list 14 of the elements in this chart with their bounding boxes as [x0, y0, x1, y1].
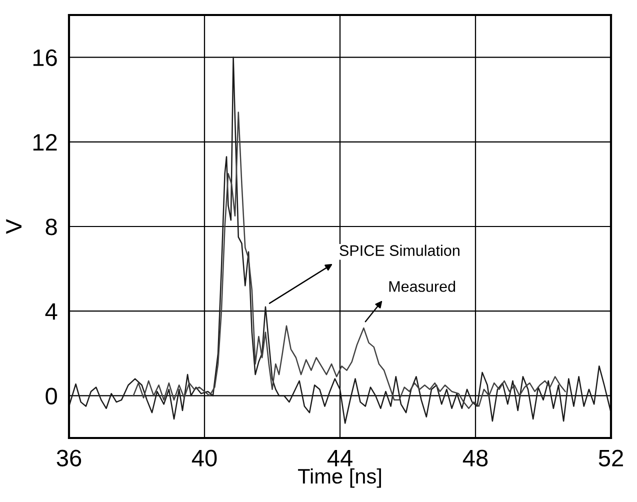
annotation: SPICE Simulation	[340, 244, 460, 256]
y-tick-label: 12	[33, 134, 57, 150]
x-axis-title: Time [ns]	[298, 468, 381, 488]
x-tick-label: 36	[56, 450, 82, 466]
y-tick-label: 4	[45, 303, 58, 320]
y-axis-title: V	[6, 219, 22, 234]
y-tick-label: 0	[46, 388, 57, 404]
annotation: Measured	[389, 280, 456, 292]
x-tick-label: 52	[598, 450, 623, 466]
x-tick-label: 48	[462, 450, 488, 466]
x-tick-label: 44	[327, 450, 352, 466]
y-tick-label: 16	[33, 49, 57, 66]
x-tick-label: 40	[192, 450, 217, 466]
y-tick-label: 8	[46, 218, 57, 236]
